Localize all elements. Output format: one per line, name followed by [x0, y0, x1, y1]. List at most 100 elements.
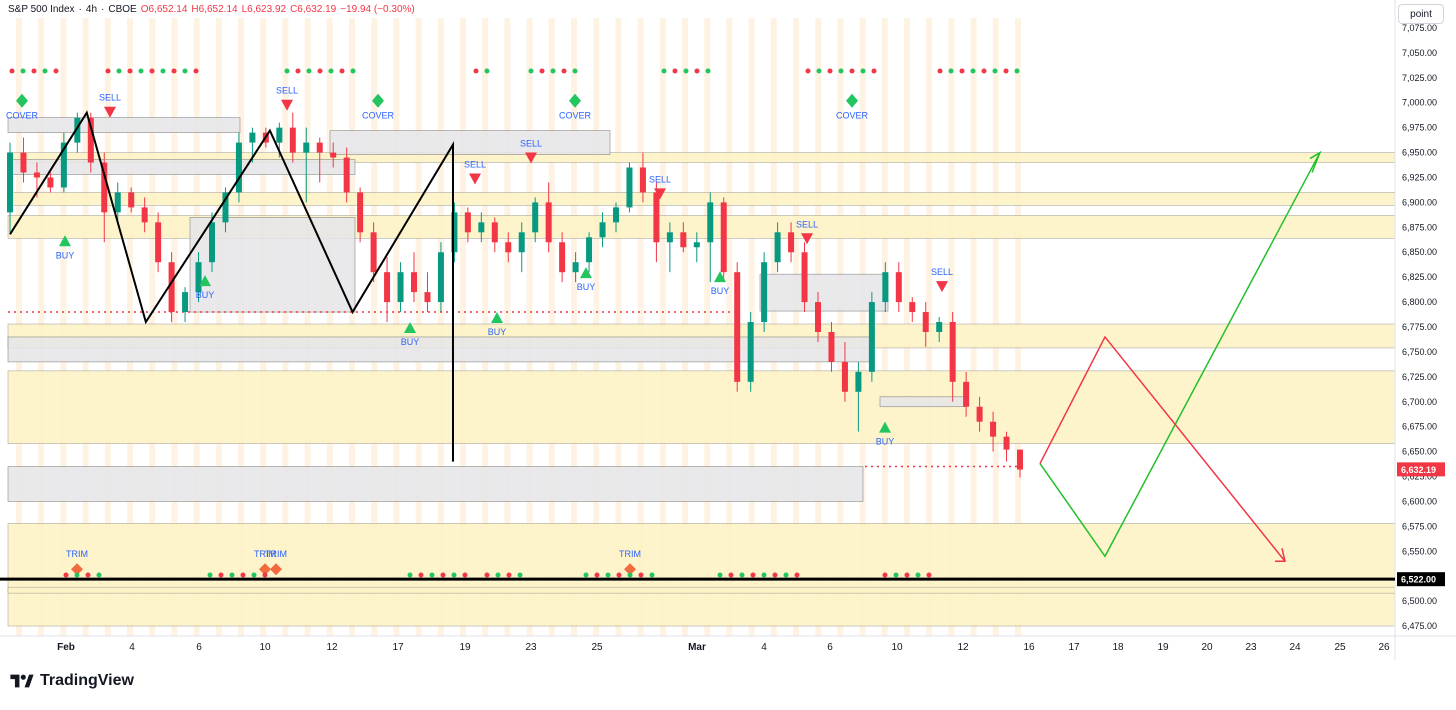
x-axis-tick: 24 [1289, 642, 1301, 653]
candle-body [155, 222, 162, 263]
scale-mode-button[interactable]: point [1398, 4, 1444, 24]
price-change: −19.94 (−0.30%) [340, 4, 415, 15]
candle-body [222, 192, 229, 223]
projection-green [1039, 152, 1321, 558]
candle-body [936, 322, 943, 332]
indicator-dot [904, 572, 910, 578]
indicator-dot [638, 572, 644, 578]
signal-label-sell: SELL [520, 139, 542, 149]
indicator-dot [672, 68, 678, 74]
signal-marker-cover [16, 93, 28, 108]
candle-body [276, 127, 283, 143]
candle-body [734, 272, 741, 382]
candle-body [532, 202, 539, 233]
x-axis-tick: 4 [761, 642, 767, 653]
candle-body [464, 212, 471, 233]
indicator-dot [539, 68, 545, 74]
signal-label-cover: COVER [6, 111, 39, 121]
signal-label-buy: BUY [876, 437, 895, 447]
candle-body [841, 361, 848, 392]
signal-label-cover: COVER [559, 111, 592, 121]
tradingview-brand[interactable]: TradingView [10, 672, 134, 690]
last-price-label: 6,632.19 [1401, 465, 1436, 475]
indicator-dot [495, 572, 501, 578]
signal-label-trim: TRIM [265, 549, 287, 559]
signal-label-buy: BUY [711, 286, 730, 296]
candle-body [559, 242, 566, 273]
signal-marker-sell [469, 173, 481, 185]
indicator-dot [981, 68, 987, 74]
indicator-dot [750, 572, 756, 578]
indicator-dot [1014, 68, 1020, 74]
y-axis-tick: 6,925.00 [1402, 172, 1437, 182]
indicator-dot [583, 572, 589, 578]
indicator-dot [339, 68, 345, 74]
indicator-dot [31, 68, 37, 74]
signal-label-trim: TRIM [66, 549, 88, 559]
indicator-dot [827, 68, 833, 74]
indicator-dot [53, 68, 59, 74]
signal-label-cover: COVER [836, 111, 869, 121]
interval[interactable]: 4h [85, 4, 98, 15]
candle-body [20, 152, 27, 173]
candle-body [101, 162, 108, 213]
signal-label-trim: TRIM [619, 549, 641, 559]
candle-body [182, 292, 189, 313]
signal-marker-trim [71, 563, 83, 576]
candle-body [545, 202, 552, 243]
candle-body [87, 117, 94, 163]
candle-body [303, 142, 310, 153]
y-axis-tick: 6,775.00 [1402, 322, 1437, 332]
candle-body [505, 242, 512, 253]
indicator-dot [251, 572, 257, 578]
signal-label-buy: BUY [401, 337, 420, 347]
signal-label-sell: SELL [649, 174, 671, 184]
gray-zone [7, 117, 241, 133]
y-axis-tick: 6,700.00 [1402, 397, 1437, 407]
indicator-dot [328, 68, 334, 74]
x-axis-tick: 12 [326, 642, 338, 653]
zigzag-line [9, 110, 454, 462]
signal-marker-buy [404, 322, 416, 333]
candle-body [922, 312, 929, 332]
signal-marker-buy [491, 312, 503, 324]
indicator-dot [440, 572, 446, 578]
indicator-dot [627, 572, 633, 578]
candle-body [74, 117, 81, 143]
candle-body [761, 262, 768, 323]
indicator-dot [915, 572, 921, 578]
candle-body [209, 222, 215, 263]
gray-zone [759, 273, 889, 312]
y-axis-tick: 6,650.00 [1402, 447, 1437, 457]
signal-label-buy: BUY [56, 250, 75, 260]
x-axis-tick: 10 [891, 642, 903, 653]
indicator-dot [218, 572, 224, 578]
candle-body [397, 272, 404, 303]
gray-zone [7, 466, 864, 502]
symbol-name[interactable]: S&P 500 Index [8, 4, 75, 15]
y-axis-tick: 6,850.00 [1402, 247, 1437, 257]
signal-marker-sell [936, 281, 948, 293]
y-axis-tick: 7,025.00 [1402, 73, 1437, 83]
y-axis-tick: 7,075.00 [1402, 23, 1437, 33]
x-axis-tick: 25 [591, 642, 603, 653]
indicator-dot [860, 68, 866, 74]
indicator-dot [794, 572, 800, 578]
signal-marker-cover [569, 93, 581, 108]
indicator-dot [1003, 68, 1009, 74]
candle-body [195, 262, 202, 293]
signal-label-cover: COVER [362, 111, 395, 121]
candle-body [774, 232, 781, 263]
y-axis-tick: 7,050.00 [1402, 48, 1437, 58]
indicator-dot [229, 572, 235, 578]
candle-body [357, 192, 364, 233]
indicator-dot [783, 572, 789, 578]
indicator-dot [926, 572, 932, 578]
candle-body [815, 302, 821, 332]
indicator-dot [418, 572, 424, 578]
x-axis-tick: 26 [1378, 642, 1390, 653]
gray-zone [189, 217, 356, 313]
indicator-dot [306, 68, 312, 74]
